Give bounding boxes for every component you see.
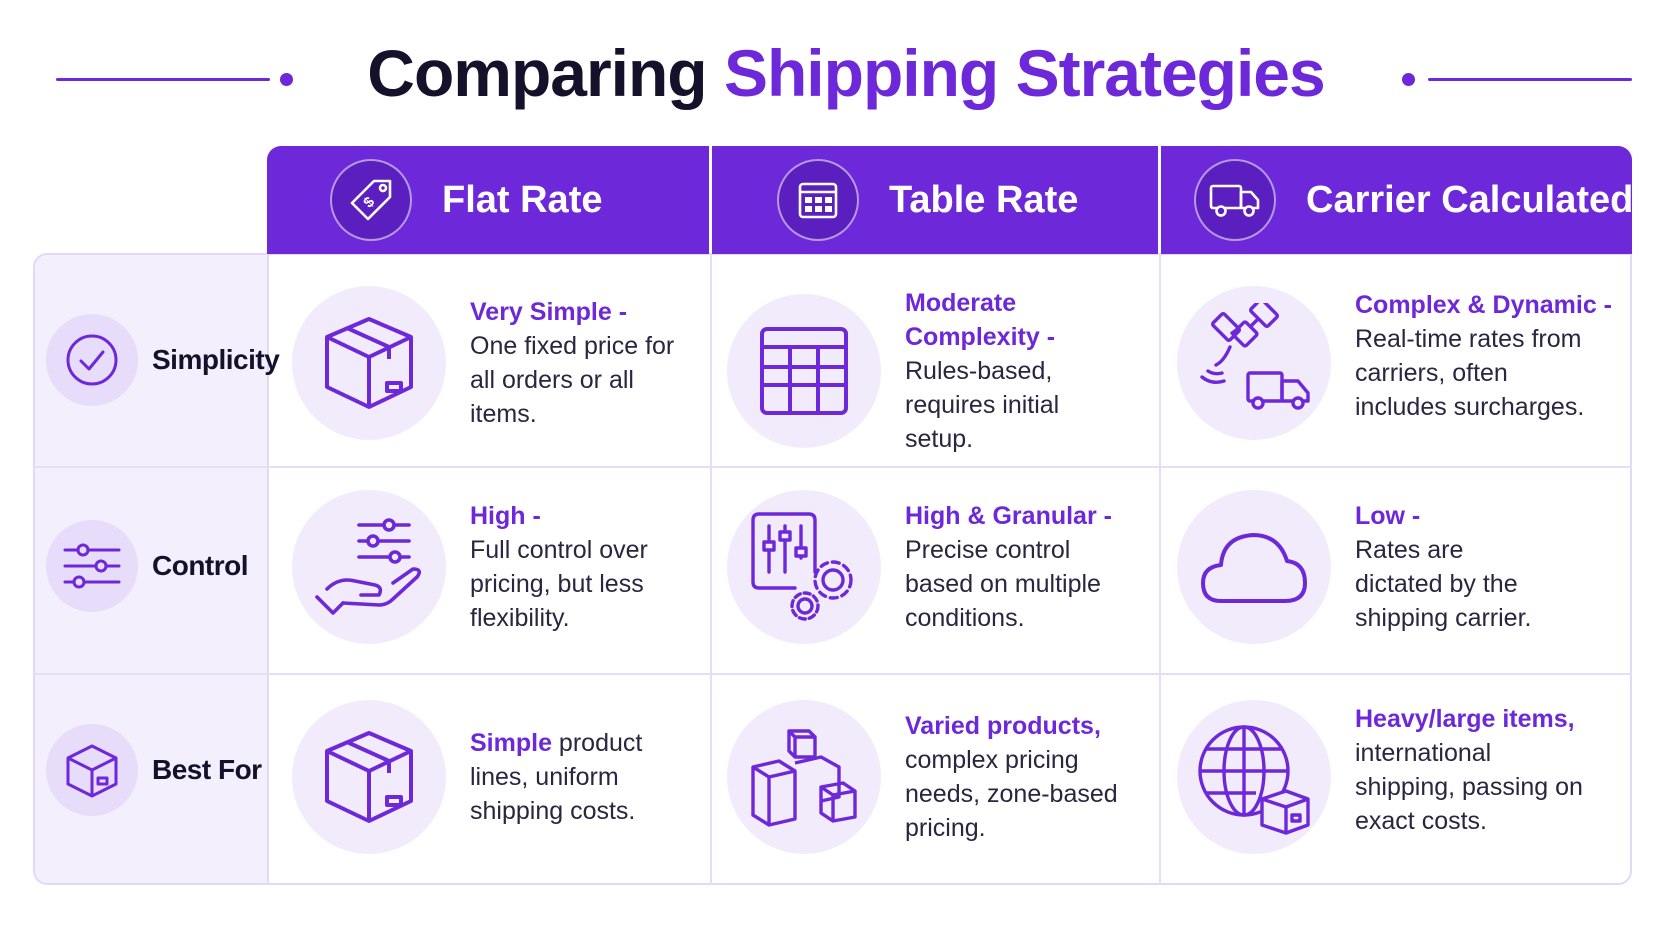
title-divider-left	[56, 78, 270, 81]
grid-panel	[267, 253, 1632, 885]
column-divider	[710, 253, 712, 885]
stacked-boxes-icon	[727, 700, 881, 854]
cell-body: Precise control based on multiple condit…	[905, 536, 1101, 632]
title-dot-left	[280, 73, 293, 86]
cloud-icon	[1177, 490, 1331, 644]
cell-body: Real-time rates from carriers, often inc…	[1355, 325, 1585, 421]
delivery-truck-icon	[1194, 159, 1276, 241]
cell-highlight: Very Simple -	[470, 298, 628, 326]
cell-text: High - Full control over pricing, but le…	[470, 499, 660, 635]
hand-sliders-icon	[292, 490, 446, 644]
cell-body: complex pricing needs, zone-based pricin…	[905, 746, 1118, 842]
column-header-table-rate: Table Rate	[712, 146, 1158, 254]
column-header-carrier-calculated: Carrier Calculated	[1161, 146, 1634, 254]
row-label-best-for: Best For	[46, 724, 266, 816]
cell-text: Low - Rates are dictated by the shipping…	[1355, 499, 1555, 635]
cell-text: Very Simple - One fixed price for all or…	[470, 295, 690, 431]
cell-control-flat-rate: High - Full control over pricing, but le…	[292, 490, 702, 644]
calendar-grid-icon	[777, 159, 859, 241]
cell-body: Rates are dictated by the shipping carri…	[1355, 536, 1532, 632]
page-title: Comparing Shipping Strategies	[300, 28, 1392, 118]
cell-highlight: Heavy/large items,	[1355, 705, 1575, 733]
cell-simplicity-flat-rate: Very Simple - One fixed price for all or…	[292, 286, 702, 440]
package-box-icon	[292, 286, 446, 440]
cell-best-for-flat-rate: Simple product lines, uniform shipping c…	[292, 700, 702, 854]
cell-highlight: Moderate Complexity -	[905, 289, 1056, 351]
cell-text: High & Granular - Precise control based …	[905, 499, 1135, 635]
cell-text: Simple product lines, uniform shipping c…	[470, 726, 700, 828]
cell-highlight: Simple	[470, 729, 552, 757]
row-label-text: Simplicity	[152, 344, 280, 375]
cell-highlight: Low -	[1355, 502, 1421, 530]
cell-best-for-carrier-calculated: Heavy/large items, international shippin…	[1177, 700, 1622, 854]
cell-text: Varied products, complex pricing needs, …	[905, 709, 1145, 845]
column-header-flat-rate: $ Flat Rate	[267, 146, 709, 254]
cell-simplicity-carrier-calculated: Complex & Dynamic - Real-time rates from…	[1177, 286, 1622, 440]
cell-body: international shipping, passing on exact…	[1355, 739, 1583, 835]
cell-best-for-table-rate: Varied products, complex pricing needs, …	[727, 700, 1147, 854]
title-part-accent: Shipping Strategies	[723, 36, 1326, 110]
column-label-table-rate: Table Rate	[889, 178, 1079, 221]
table-grid-icon	[727, 294, 881, 448]
package-box-icon	[292, 700, 446, 854]
title-part-dark: Comparing	[367, 36, 707, 110]
cell-body: Full control over pricing, but less flex…	[470, 536, 648, 632]
title-divider-right	[1428, 78, 1632, 81]
cell-simplicity-table-rate: Moderate Complexity - Rules-based, requi…	[727, 286, 1147, 456]
control-panel-gears-icon	[727, 490, 881, 644]
cell-body: product lines, uniform shipping costs.	[470, 729, 643, 825]
cell-body: Rules-based, requires initial setup.	[905, 357, 1060, 453]
cell-control-table-rate: High & Granular - Precise control based …	[727, 490, 1147, 644]
title-dot-right	[1402, 73, 1415, 86]
satellite-truck-icon	[1177, 286, 1331, 440]
column-divider	[1159, 253, 1161, 885]
cell-text: Complex & Dynamic - Real-time rates from…	[1355, 288, 1612, 424]
row-divider	[33, 466, 1632, 468]
svg-text:$: $	[360, 193, 378, 211]
cell-highlight: High & Granular -	[905, 502, 1112, 530]
box-icon	[46, 724, 138, 816]
cell-highlight: Complex & Dynamic -	[1355, 291, 1613, 319]
sliders-icon	[46, 520, 138, 612]
cell-highlight: Varied products,	[905, 712, 1101, 740]
cell-highlight: High -	[470, 502, 541, 530]
row-label-control: Control	[46, 520, 266, 612]
row-label-text: Control	[152, 550, 249, 581]
globe-box-icon	[1177, 700, 1331, 854]
price-tag-dollar-icon: $	[330, 159, 412, 241]
column-label-carrier-calculated: Carrier Calculated	[1306, 178, 1634, 221]
cell-text: Heavy/large items, international shippin…	[1355, 702, 1590, 838]
row-divider	[33, 673, 1632, 675]
check-circle-icon	[46, 314, 138, 406]
title-row: Comparing Shipping Strategies	[0, 28, 1672, 118]
column-label-flat-rate: Flat Rate	[442, 178, 603, 221]
row-label-simplicity: Simplicity	[46, 314, 280, 406]
cell-control-carrier-calculated: Low - Rates are dictated by the shipping…	[1177, 490, 1622, 644]
cell-body: One fixed price for all orders or all it…	[470, 332, 675, 428]
row-label-text: Best For	[152, 754, 262, 785]
cell-text: Moderate Complexity - Rules-based, requi…	[905, 286, 1147, 456]
